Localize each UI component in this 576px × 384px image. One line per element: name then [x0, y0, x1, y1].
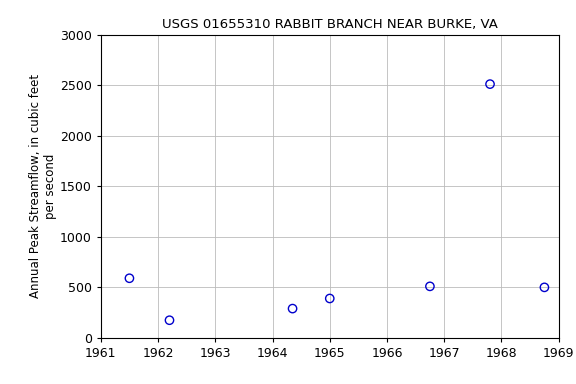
Point [486, 81, 495, 87]
Point [165, 317, 174, 323]
Point [288, 306, 297, 312]
Y-axis label: Annual Peak Streamflow, in cubic feet
per second: Annual Peak Streamflow, in cubic feet pe… [29, 74, 57, 298]
Title: USGS 01655310 RABBIT BRANCH NEAR BURKE, VA: USGS 01655310 RABBIT BRANCH NEAR BURKE, … [162, 18, 498, 31]
Point [540, 284, 549, 290]
Point [325, 295, 335, 301]
Point [125, 275, 134, 281]
Point [425, 283, 434, 290]
